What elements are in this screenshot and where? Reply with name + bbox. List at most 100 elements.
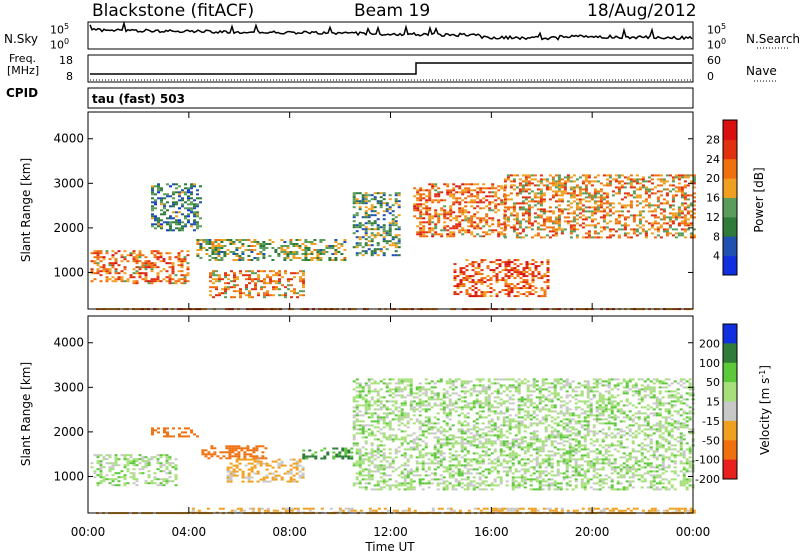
data-cell: [199, 243, 203, 245]
data-cell: [520, 446, 524, 449]
data-cell: [229, 476, 233, 479]
data-cell: [160, 199, 163, 202]
data-cell: [302, 278, 305, 281]
data-cell: [554, 192, 558, 195]
data-cell: [526, 444, 530, 447]
data-cell: [443, 199, 447, 202]
data-cell: [587, 234, 591, 237]
data-cell: [171, 266, 175, 269]
data-cell: [502, 422, 506, 425]
data-cell: [382, 202, 386, 205]
data-cell: [96, 262, 100, 265]
data-cell: [602, 218, 606, 221]
data-cell: [428, 221, 432, 224]
data-cell: [467, 219, 471, 222]
data-cell: [394, 250, 398, 253]
data-cell: [367, 470, 371, 473]
data-cell: [379, 428, 383, 431]
data-cell: [461, 191, 465, 194]
data-cell: [307, 247, 311, 249]
data-cell: [430, 428, 434, 431]
data-cell: [301, 468, 305, 471]
data-cell: [108, 268, 112, 271]
data-cell: [498, 263, 502, 266]
data-cell: [248, 292, 251, 295]
data-cell: [477, 279, 481, 282]
data-cell: [367, 390, 371, 393]
data-cell: [488, 203, 492, 206]
data-cell: [233, 290, 236, 293]
data-cell: [497, 219, 501, 222]
data-cell: [412, 440, 416, 443]
data-cell: [430, 406, 434, 409]
data-cell: [416, 231, 420, 234]
data-cell: [671, 198, 675, 201]
data-cell: [563, 192, 567, 195]
data-cell: [150, 252, 154, 255]
data-cell: [231, 449, 235, 452]
data-cell: [129, 460, 133, 463]
data-cell: [448, 438, 452, 441]
data-cell: [394, 194, 398, 197]
data-cell: [563, 228, 567, 231]
data-cell: [476, 201, 480, 204]
data-cell: [232, 472, 236, 475]
data-cell: [524, 196, 528, 199]
data-cell: [490, 442, 494, 445]
data-cell: [439, 478, 443, 481]
data-cell: [523, 410, 527, 413]
data-cell: [510, 283, 514, 286]
data-cell: [196, 205, 199, 208]
data-cell: [530, 206, 534, 209]
data-cell: [114, 252, 118, 255]
data-cell: [534, 269, 538, 272]
data-cell: [488, 209, 492, 212]
data-cell: [361, 198, 365, 201]
data-cell: [680, 232, 684, 235]
data-cell: [226, 468, 230, 471]
data-cell: [397, 192, 401, 195]
data-cell: [367, 194, 371, 197]
data-cell: [683, 228, 687, 231]
data-cell: [169, 215, 172, 218]
data-cell: [493, 406, 497, 409]
data-cell: [364, 384, 368, 387]
data-cell: [536, 216, 540, 219]
data-cell: [274, 249, 278, 251]
data-cell: [475, 468, 479, 471]
data-cell: [499, 442, 503, 445]
data-cell: [431, 233, 435, 236]
data-cell: [475, 460, 479, 463]
data-cell: [635, 228, 639, 231]
data-cell: [638, 226, 642, 229]
data-cell: [497, 185, 501, 188]
data-cell: [370, 214, 374, 217]
data-cell: [287, 288, 290, 291]
data-cell: [141, 460, 145, 463]
data-cell: [554, 186, 558, 189]
data-cell: [108, 278, 112, 281]
data-cell: [364, 244, 368, 247]
data-cell: [263, 278, 266, 281]
data-cell: [540, 295, 544, 298]
data-cell: [454, 402, 458, 405]
data-cell: [445, 422, 449, 425]
data-cell: [397, 246, 401, 249]
data-cell: [418, 406, 422, 409]
data-cell: [343, 259, 347, 261]
data-cell: [581, 204, 585, 207]
data-cell: [307, 259, 311, 261]
data-cell: [361, 200, 365, 203]
data-cell: [593, 208, 597, 211]
data-cell: [454, 488, 458, 491]
data-cell: [516, 273, 520, 276]
data-cell: [376, 466, 380, 469]
data-cell: [355, 390, 359, 393]
data-cell: [183, 258, 187, 261]
data-cell: [505, 408, 509, 411]
data-cell: [248, 278, 251, 281]
data-cell: [224, 274, 227, 277]
data-cell: [518, 236, 522, 239]
data-cell: [662, 218, 666, 221]
data-cell: [460, 482, 464, 485]
